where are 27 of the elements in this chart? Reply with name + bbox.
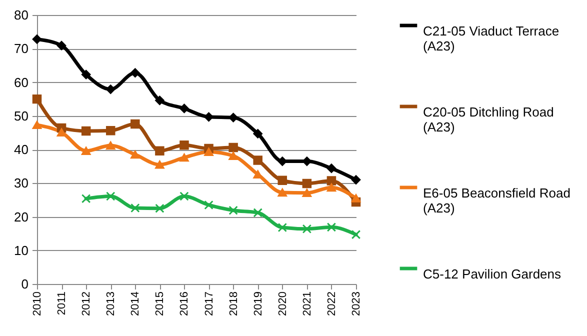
y-tick-label: 50 <box>14 108 28 124</box>
y-tick-label: 60 <box>14 74 28 90</box>
x-tick-label: 2012 <box>80 292 93 316</box>
legend-label: C5-12 Pavilion Gardens <box>423 266 562 282</box>
y-tick-label: 70 <box>14 41 28 56</box>
legend-label: C21-05 Viaduct Terrace (A23) <box>423 24 560 54</box>
legend-label: C20-05 Ditchling Road (A23) <box>423 104 554 134</box>
y-tick-label: 20 <box>14 209 28 224</box>
x-tick-label: 2015 <box>154 292 166 316</box>
x-tick-label: 2019 <box>252 292 264 316</box>
x-tick-label: 2013 <box>105 292 118 316</box>
legend-label: E6-05 Beaconsfield Road (A23) <box>423 186 570 216</box>
x-tick-label: 2011 <box>56 292 68 316</box>
y-tick-label: 80 <box>14 8 28 22</box>
x-tick-label: 2020 <box>276 292 289 316</box>
x-tick-label: 2021 <box>301 292 314 316</box>
y-tick-label: 40 <box>14 142 28 157</box>
x-tick-label: 2016 <box>178 292 191 316</box>
x-tick-label: 2018 <box>228 292 240 316</box>
x-tick-label: 2017 <box>203 292 216 316</box>
y-tick-label: 10 <box>14 242 28 258</box>
x-tick-label: 2014 <box>130 292 142 316</box>
y-tick-label: 30 <box>14 176 28 191</box>
x-tick-label: 2010 <box>32 292 44 316</box>
x-tick-label: 2022 <box>326 292 338 316</box>
x-tick-label: 2023 <box>350 292 362 316</box>
y-tick-label: 0 <box>21 276 28 292</box>
